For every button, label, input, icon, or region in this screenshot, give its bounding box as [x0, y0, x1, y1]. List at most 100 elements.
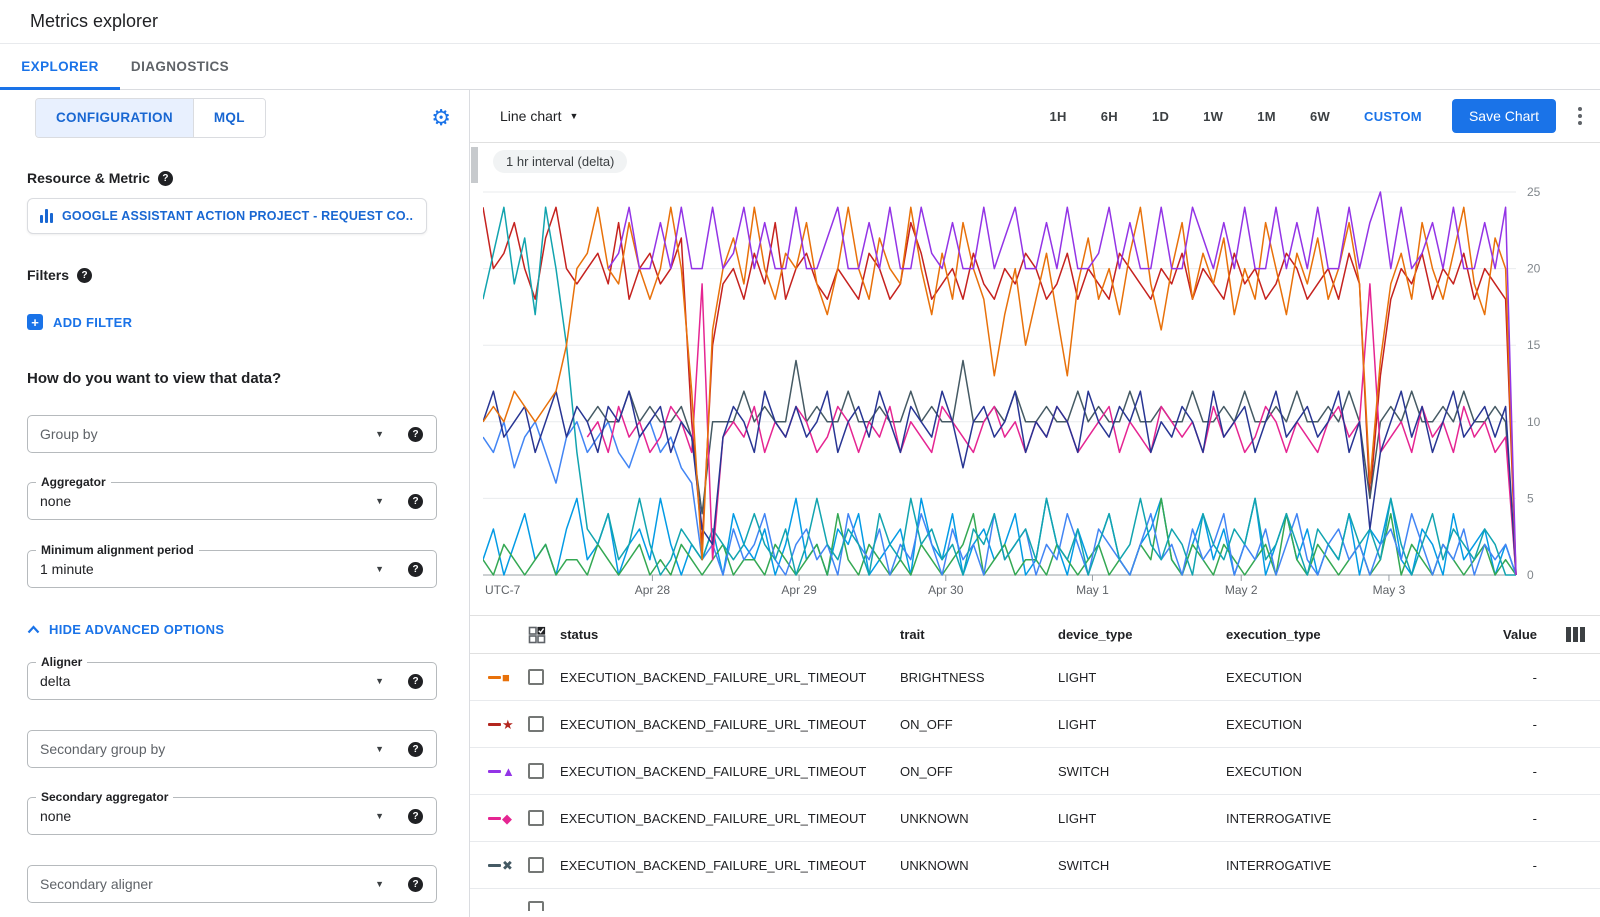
help-icon[interactable]: ?	[408, 427, 423, 442]
series-marker-icon: ◆	[488, 812, 528, 825]
row-checkbox[interactable]	[528, 763, 544, 779]
resource-chip-label: GOOGLE ASSISTANT ACTION PROJECT - REQUES…	[62, 209, 414, 223]
row-device-type: LIGHT	[1058, 811, 1226, 826]
settings-gear-icon[interactable]: ⚙	[431, 107, 451, 129]
more-options-icon[interactable]	[1574, 103, 1586, 129]
min-alignment-period-select[interactable]: Minimum alignment period 1 minute ▼ ?	[27, 550, 437, 588]
add-filter-button[interactable]: + ADD FILTER	[27, 314, 132, 330]
row-status: EXECUTION_BACKEND_FAILURE_URL_TIMEOUT	[560, 858, 900, 873]
row-execution-type: EXECUTION	[1226, 670, 1422, 685]
svg-text:Apr 28: Apr 28	[635, 583, 671, 597]
help-icon[interactable]: ?	[408, 674, 423, 689]
row-checkbox[interactable]	[528, 716, 544, 732]
column-device-type[interactable]: device_type	[1058, 627, 1226, 642]
chevron-up-icon	[27, 625, 40, 634]
svg-text:15: 15	[1527, 338, 1541, 352]
svg-text:25: 25	[1527, 185, 1541, 199]
chevron-down-icon: ▼	[375, 496, 384, 506]
svg-text:10: 10	[1527, 415, 1541, 429]
chart-series-line	[587, 284, 1516, 575]
tab-bar: EXPLORER DIAGNOSTICS	[0, 44, 1600, 90]
row-execution-type: INTERROGATIVE	[1226, 811, 1422, 826]
row-trait: BRIGHTNESS	[900, 670, 1058, 685]
row-execution-type: EXECUTION	[1226, 764, 1422, 779]
aligner-select[interactable]: Aligner delta ▼ ?	[27, 662, 437, 700]
mode-toggle: CONFIGURATION MQL	[35, 98, 266, 138]
row-execution-type: EXECUTION	[1226, 717, 1422, 732]
bar-chart-icon	[40, 209, 53, 223]
svg-text:Apr 30: Apr 30	[928, 583, 964, 597]
table-row: ★ EXECUTION_BACKEND_FAILURE_URL_TIMEOUT …	[470, 701, 1600, 748]
chart-type-dropdown[interactable]: Line chart ▼	[500, 108, 578, 124]
resource-metric-label: Resource & Metric ?	[27, 170, 469, 186]
secondary-group-by-select[interactable]: Secondary group by ▼ ?	[27, 730, 437, 768]
select-series-icon[interactable]	[528, 626, 546, 644]
help-icon[interactable]: ?	[408, 494, 423, 509]
tab-diagnostics[interactable]: DIAGNOSTICS	[120, 44, 240, 89]
svg-text:UTC-7: UTC-7	[485, 583, 521, 597]
range-1w-button[interactable]: 1W	[1203, 101, 1223, 132]
row-value: -	[1422, 670, 1541, 685]
chart-region: 1 hr interval (delta) 0510152025Apr 28Ap…	[470, 143, 1600, 601]
range-1m-button[interactable]: 1M	[1257, 101, 1276, 132]
row-checkbox[interactable]	[528, 669, 544, 685]
svg-text:May 3: May 3	[1373, 583, 1406, 597]
row-status: EXECUTION_BACKEND_FAILURE_URL_TIMEOUT	[560, 764, 900, 779]
row-status: EXECUTION_BACKEND_FAILURE_URL_TIMEOUT	[560, 811, 900, 826]
scrollbar-thumb[interactable]	[471, 147, 478, 183]
resource-metric-chip[interactable]: GOOGLE ASSISTANT ACTION PROJECT - REQUES…	[27, 198, 427, 234]
range-1d-button[interactable]: 1D	[1152, 101, 1169, 132]
row-checkbox[interactable]	[528, 810, 544, 826]
column-trait[interactable]: trait	[900, 627, 1058, 642]
column-value[interactable]: Value	[1422, 627, 1541, 642]
help-icon[interactable]: ?	[77, 268, 92, 283]
row-status: EXECUTION_BACKEND_FAILURE_URL_TIMEOUT	[560, 670, 900, 685]
group-by-select[interactable]: Group by ▼ ?	[27, 415, 437, 453]
column-execution-type[interactable]: execution_type	[1226, 627, 1422, 642]
row-device-type: SWITCH	[1058, 858, 1226, 873]
mode-configuration-button[interactable]: CONFIGURATION	[36, 99, 193, 137]
secondary-aligner-select[interactable]: Secondary aligner ▼ ?	[27, 865, 437, 903]
plus-icon: +	[27, 314, 43, 330]
row-device-type: SWITCH	[1058, 764, 1226, 779]
chevron-down-icon: ▼	[375, 811, 384, 821]
table-row: ■ EXECUTION_BACKEND_FAILURE_URL_TIMEOUT …	[470, 654, 1600, 701]
filters-label: Filters ?	[27, 267, 469, 283]
chevron-down-icon: ▼	[375, 429, 384, 439]
help-icon[interactable]: ?	[408, 809, 423, 824]
help-icon[interactable]: ?	[408, 742, 423, 757]
series-marker-icon: ■	[488, 671, 528, 684]
row-device-type: LIGHT	[1058, 670, 1226, 685]
series-marker-icon: ★	[488, 718, 528, 731]
tab-explorer[interactable]: EXPLORER	[0, 44, 120, 89]
table-row: ◆ EXECUTION_BACKEND_FAILURE_URL_TIMEOUT …	[470, 795, 1600, 842]
interval-badge: 1 hr interval (delta)	[493, 150, 627, 173]
help-icon[interactable]: ?	[158, 171, 173, 186]
chevron-down-icon: ▼	[375, 676, 384, 686]
help-icon[interactable]: ?	[408, 877, 423, 892]
row-execution-type: INTERROGATIVE	[1226, 858, 1422, 873]
range-custom-button[interactable]: CUSTOM	[1364, 101, 1422, 132]
chart-toolbar: Line chart ▼ 1H 6H 1D 1W 1M 6W CUSTOM Sa…	[470, 90, 1600, 143]
help-icon[interactable]: ?	[408, 562, 423, 577]
svg-text:May 2: May 2	[1225, 583, 1258, 597]
save-chart-button[interactable]: Save Chart	[1452, 99, 1556, 133]
row-checkbox[interactable]	[528, 857, 544, 873]
svg-text:0: 0	[1527, 568, 1534, 582]
range-6h-button[interactable]: 6H	[1101, 101, 1118, 132]
chart-panel: Line chart ▼ 1H 6H 1D 1W 1M 6W CUSTOM Sa…	[470, 90, 1600, 917]
range-1h-button[interactable]: 1H	[1050, 101, 1067, 132]
row-checkbox[interactable]	[528, 901, 544, 911]
secondary-aggregator-select[interactable]: Secondary aggregator none ▼ ?	[27, 797, 437, 835]
column-status[interactable]: status	[560, 627, 900, 642]
line-chart[interactable]: 0510152025Apr 28Apr 29Apr 30May 1May 2Ma…	[483, 179, 1558, 601]
columns-icon[interactable]	[1566, 627, 1585, 642]
hide-advanced-options-link[interactable]: HIDE ADVANCED OPTIONS	[27, 622, 224, 637]
aggregator-select[interactable]: Aggregator none ▼ ?	[27, 482, 437, 520]
row-value: -	[1422, 764, 1541, 779]
table-row-partial	[470, 889, 1600, 911]
range-6w-button[interactable]: 6W	[1310, 101, 1330, 132]
row-status: EXECUTION_BACKEND_FAILURE_URL_TIMEOUT	[560, 717, 900, 732]
mode-mql-button[interactable]: MQL	[193, 99, 265, 137]
svg-text:May 1: May 1	[1076, 583, 1109, 597]
